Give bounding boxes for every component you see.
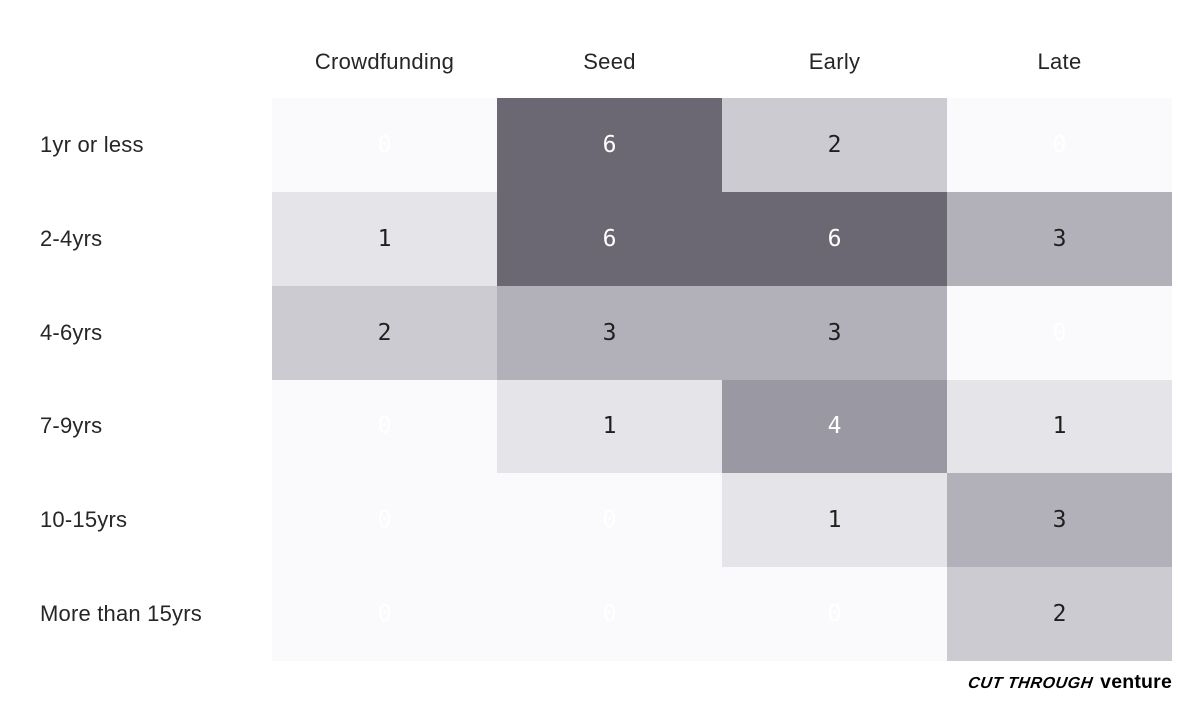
heatmap-cell: 0 [722,567,947,661]
heatmap-cell: 0 [497,473,722,568]
column-header: Seed [583,49,636,74]
heatmap-cell: 4 [722,379,947,474]
heatmap-cell: 2 [722,98,947,192]
heatmap-cell: 1 [497,379,722,474]
heatmap-cell: 0 [272,567,497,661]
column-headers: Crowdfunding Seed Early Late [272,44,1172,80]
heatmap-cell: 0 [272,473,497,568]
heatmap-cell: 0 [272,379,497,474]
heatmap-cell: 3 [947,473,1172,568]
heatmap-cell: 3 [497,285,722,380]
row-label: 1yr or less [40,131,144,157]
heatmap-cell: 2 [272,285,497,380]
row-labels: 1yr or less 2-4yrs 4-6yrs 7-9yrs 10-15yrs Mor… [40,98,266,661]
heatmap-cell: 3 [947,191,1172,286]
brand-logo-bold-text: venture [1100,671,1172,693]
heatmap-cell: 6 [497,191,722,286]
heatmap-cell: 6 [497,98,722,192]
brand-logo-script-text: Cut Through [967,675,1095,692]
heatmap-cell: 0 [947,285,1172,380]
heatmap-cell: 1 [947,379,1172,474]
column-header: Crowdfunding [314,49,455,74]
heatmap-cell: 1 [722,473,947,568]
column-header: Late [1037,49,1082,74]
brand-logo: Cut Through venture [967,671,1172,694]
row-label: More than 15yrs [40,601,202,627]
row-label: 10-15yrs [40,507,128,533]
row-label: 7-9yrs [40,413,103,439]
heatmap-cell: 3 [722,285,947,380]
heatmap-cell: 1 [272,191,497,286]
column-header: Early [808,49,861,74]
row-label: 2-4yrs [40,225,103,251]
heatmap-cell: 6 [722,191,947,286]
heatmap-cell: 0 [497,567,722,661]
heatmap-cell: 0 [272,98,497,192]
row-label: 4-6yrs [40,319,103,345]
heatmap-cell: 0 [947,98,1172,192]
heatmap-cell: 2 [947,567,1172,661]
